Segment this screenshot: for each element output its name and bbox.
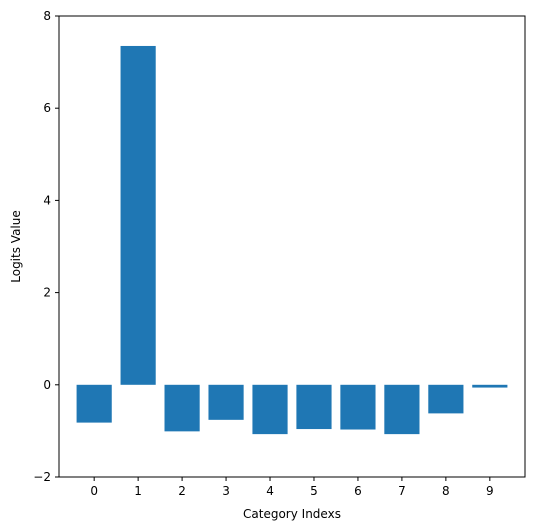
x-tick-label: 8 [442, 484, 450, 498]
bar-9 [472, 384, 508, 388]
x-tick-label: 9 [486, 484, 494, 498]
x-tick-label: 5 [310, 484, 318, 498]
bar-1 [120, 45, 156, 385]
x-tick-label: 4 [266, 484, 274, 498]
y-tick-label: 8 [43, 9, 51, 23]
y-tick-label: 2 [43, 286, 51, 300]
bar-8 [428, 384, 464, 414]
plot-frame [58, 15, 526, 478]
y-axis-label: Logits Value [9, 210, 23, 283]
bar-3 [208, 384, 244, 420]
x-axis-ticks: 0 1 2 3 4 5 6 7 8 9 [90, 477, 494, 498]
x-tick-label: 0 [90, 484, 98, 498]
y-tick-label: 4 [43, 193, 51, 207]
y-tick-label: 6 [43, 101, 51, 115]
x-tick-label: 6 [354, 484, 362, 498]
bar-0 [76, 384, 112, 423]
bar-4 [252, 384, 288, 435]
x-axis-label: Category Indexs [243, 507, 341, 521]
x-tick-label: 2 [178, 484, 186, 498]
y-tick-label: 0 [43, 378, 51, 392]
x-tick-label: 7 [398, 484, 406, 498]
bar-5 [296, 384, 332, 430]
x-tick-label: 1 [134, 484, 142, 498]
bar-2 [164, 384, 200, 432]
bar-7 [384, 384, 420, 435]
y-tick-label: −2 [33, 470, 51, 484]
x-tick-label: 3 [222, 484, 230, 498]
y-axis-ticks: −2 0 2 4 6 8 [33, 9, 59, 484]
bar-6 [340, 384, 376, 430]
bars-group [76, 45, 508, 435]
